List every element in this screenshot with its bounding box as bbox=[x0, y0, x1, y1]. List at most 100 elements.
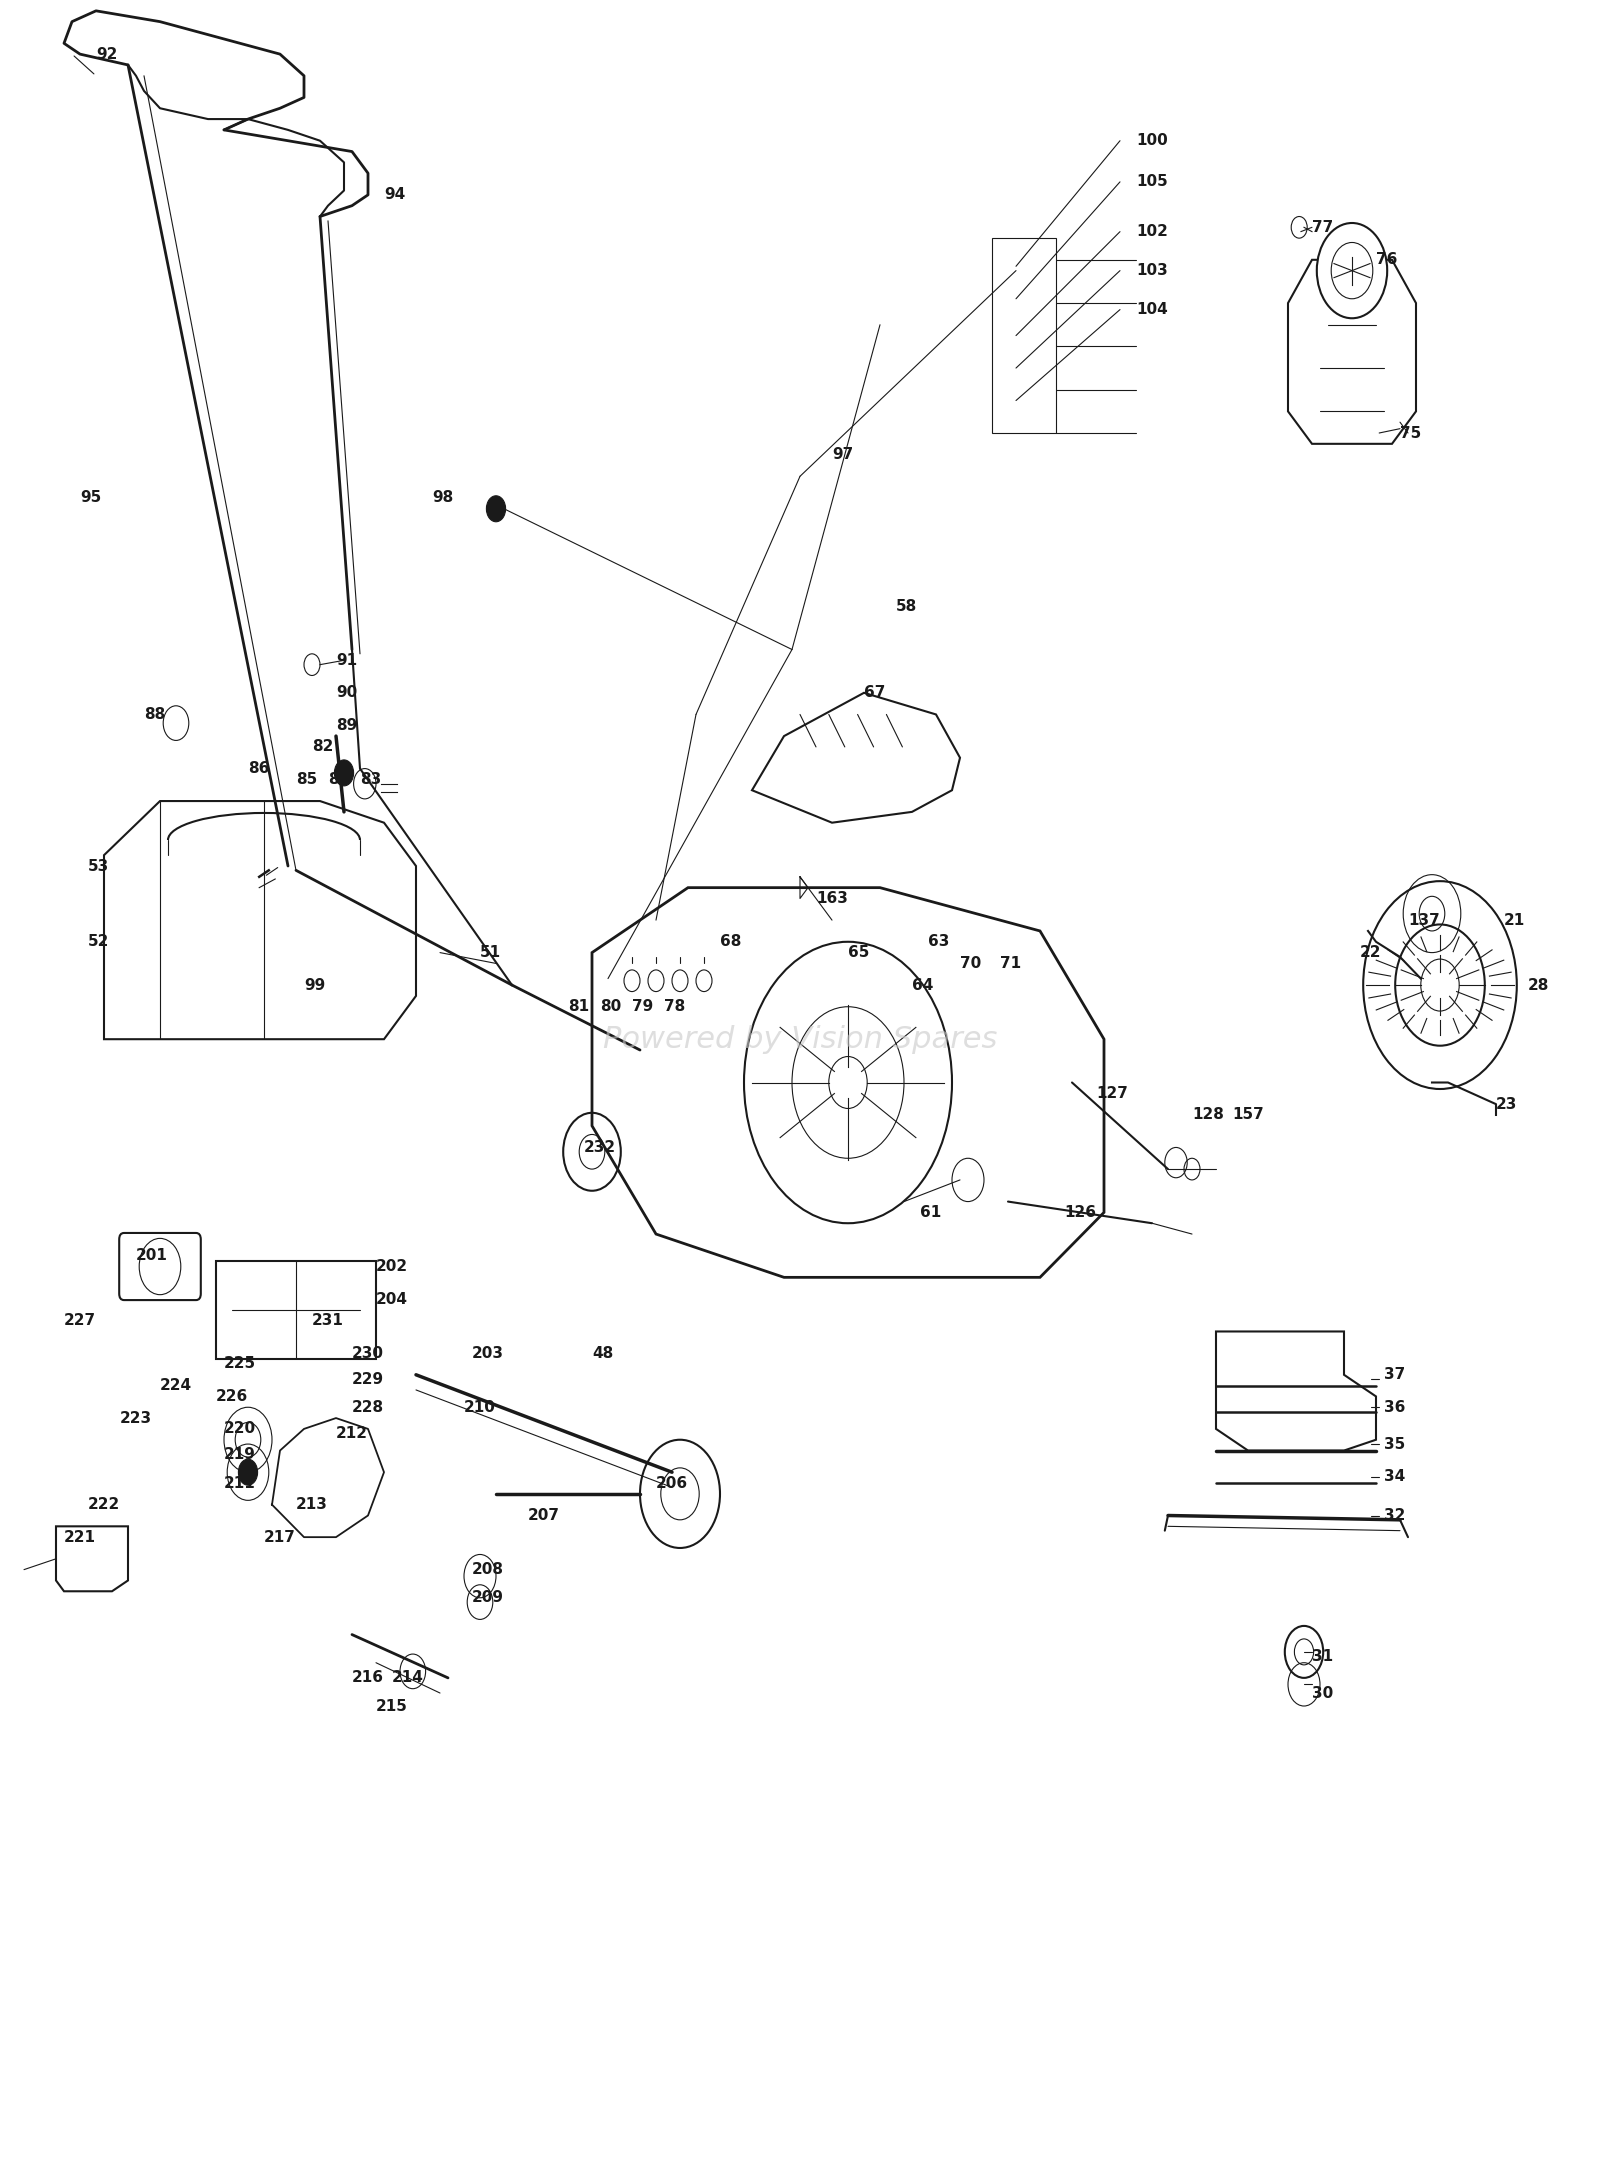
Text: 68: 68 bbox=[720, 935, 741, 948]
Text: 61: 61 bbox=[920, 1206, 941, 1219]
Text: 75: 75 bbox=[1400, 427, 1421, 439]
Polygon shape bbox=[104, 801, 416, 1039]
Text: 104: 104 bbox=[1136, 303, 1168, 316]
Text: 23: 23 bbox=[1496, 1098, 1517, 1111]
Text: 98: 98 bbox=[432, 491, 453, 504]
Text: 220: 220 bbox=[224, 1422, 256, 1435]
Text: 79: 79 bbox=[632, 1000, 653, 1013]
Text: 63: 63 bbox=[928, 935, 949, 948]
Text: 81: 81 bbox=[568, 1000, 589, 1013]
Text: 99: 99 bbox=[304, 979, 325, 992]
Text: 203: 203 bbox=[472, 1347, 504, 1360]
Text: 71: 71 bbox=[1000, 957, 1021, 970]
Text: 88: 88 bbox=[144, 708, 165, 721]
Text: 126: 126 bbox=[1064, 1206, 1096, 1219]
Text: 31: 31 bbox=[1312, 1650, 1333, 1663]
Text: 231: 231 bbox=[312, 1314, 344, 1327]
Circle shape bbox=[486, 496, 506, 522]
Text: 82: 82 bbox=[312, 740, 333, 753]
Text: 92: 92 bbox=[96, 48, 117, 61]
Text: 105: 105 bbox=[1136, 175, 1168, 188]
Text: 202: 202 bbox=[376, 1260, 408, 1273]
Text: 201: 201 bbox=[136, 1249, 168, 1262]
Circle shape bbox=[238, 1459, 258, 1485]
Text: 128: 128 bbox=[1192, 1108, 1224, 1121]
Text: 221: 221 bbox=[64, 1531, 96, 1544]
Text: 214: 214 bbox=[392, 1671, 424, 1684]
Text: 51: 51 bbox=[480, 946, 501, 959]
Text: 32: 32 bbox=[1384, 1509, 1405, 1522]
Polygon shape bbox=[752, 693, 960, 823]
Text: 213: 213 bbox=[296, 1498, 328, 1511]
Text: 22: 22 bbox=[1360, 946, 1381, 959]
Text: 227: 227 bbox=[64, 1314, 96, 1327]
Bar bbox=[216, 1260, 376, 1360]
Text: 216: 216 bbox=[352, 1671, 384, 1684]
Text: 97: 97 bbox=[832, 448, 853, 461]
Text: 89: 89 bbox=[336, 719, 357, 732]
Text: 78: 78 bbox=[664, 1000, 685, 1013]
Circle shape bbox=[829, 1057, 867, 1108]
Text: 127: 127 bbox=[1096, 1087, 1128, 1100]
Text: 215: 215 bbox=[376, 1700, 408, 1713]
Text: 208: 208 bbox=[472, 1563, 504, 1576]
Text: 226: 226 bbox=[216, 1390, 248, 1403]
Text: 100: 100 bbox=[1136, 134, 1168, 147]
Text: 91: 91 bbox=[336, 654, 357, 667]
Text: 53: 53 bbox=[88, 860, 109, 872]
Text: 76: 76 bbox=[1376, 253, 1397, 266]
Text: 94: 94 bbox=[384, 188, 405, 201]
Text: 224: 224 bbox=[160, 1379, 192, 1392]
Text: 209: 209 bbox=[472, 1591, 504, 1604]
Polygon shape bbox=[1216, 1331, 1376, 1451]
Polygon shape bbox=[592, 888, 1104, 1277]
Text: 84: 84 bbox=[328, 773, 349, 786]
Text: 207: 207 bbox=[528, 1509, 560, 1522]
Text: 64: 64 bbox=[912, 979, 933, 992]
Text: 204: 204 bbox=[376, 1293, 408, 1305]
Text: 103: 103 bbox=[1136, 264, 1168, 277]
Text: 65: 65 bbox=[848, 946, 869, 959]
Text: 83: 83 bbox=[360, 773, 381, 786]
Text: 28: 28 bbox=[1528, 979, 1549, 992]
Text: 211: 211 bbox=[224, 1477, 256, 1490]
Text: 80: 80 bbox=[600, 1000, 621, 1013]
Text: 85: 85 bbox=[296, 773, 317, 786]
Text: 34: 34 bbox=[1384, 1470, 1405, 1483]
Text: 222: 222 bbox=[88, 1498, 120, 1511]
FancyBboxPatch shape bbox=[120, 1234, 202, 1299]
Text: 217: 217 bbox=[264, 1531, 296, 1544]
Circle shape bbox=[1294, 1639, 1314, 1665]
Text: 232: 232 bbox=[584, 1141, 616, 1154]
Text: 48: 48 bbox=[592, 1347, 613, 1360]
Circle shape bbox=[163, 706, 189, 740]
Text: 210: 210 bbox=[464, 1401, 496, 1414]
Text: 70: 70 bbox=[960, 957, 981, 970]
Polygon shape bbox=[56, 1526, 128, 1591]
Text: 228: 228 bbox=[352, 1401, 384, 1414]
Circle shape bbox=[334, 760, 354, 786]
Text: 223: 223 bbox=[120, 1412, 152, 1425]
Circle shape bbox=[1317, 223, 1387, 318]
Text: 77: 77 bbox=[1312, 221, 1333, 234]
Text: 157: 157 bbox=[1232, 1108, 1264, 1121]
Text: 36: 36 bbox=[1384, 1401, 1405, 1414]
Text: 37: 37 bbox=[1384, 1368, 1405, 1381]
Text: 229: 229 bbox=[352, 1373, 384, 1386]
Text: 67: 67 bbox=[864, 686, 885, 699]
Text: 102: 102 bbox=[1136, 225, 1168, 238]
Text: 219: 219 bbox=[224, 1448, 256, 1461]
Text: 95: 95 bbox=[80, 491, 101, 504]
Text: 137: 137 bbox=[1408, 914, 1440, 927]
Text: 86: 86 bbox=[248, 762, 269, 775]
Text: 52: 52 bbox=[88, 935, 109, 948]
Text: Powered by Vision Spares: Powered by Vision Spares bbox=[603, 1024, 997, 1054]
FancyBboxPatch shape bbox=[992, 238, 1056, 433]
Text: 21: 21 bbox=[1504, 914, 1525, 927]
Text: 90: 90 bbox=[336, 686, 357, 699]
Text: 230: 230 bbox=[352, 1347, 384, 1360]
Text: 163: 163 bbox=[816, 892, 848, 905]
Text: 35: 35 bbox=[1384, 1438, 1405, 1451]
Text: 206: 206 bbox=[656, 1477, 688, 1490]
Text: 58: 58 bbox=[896, 600, 917, 613]
